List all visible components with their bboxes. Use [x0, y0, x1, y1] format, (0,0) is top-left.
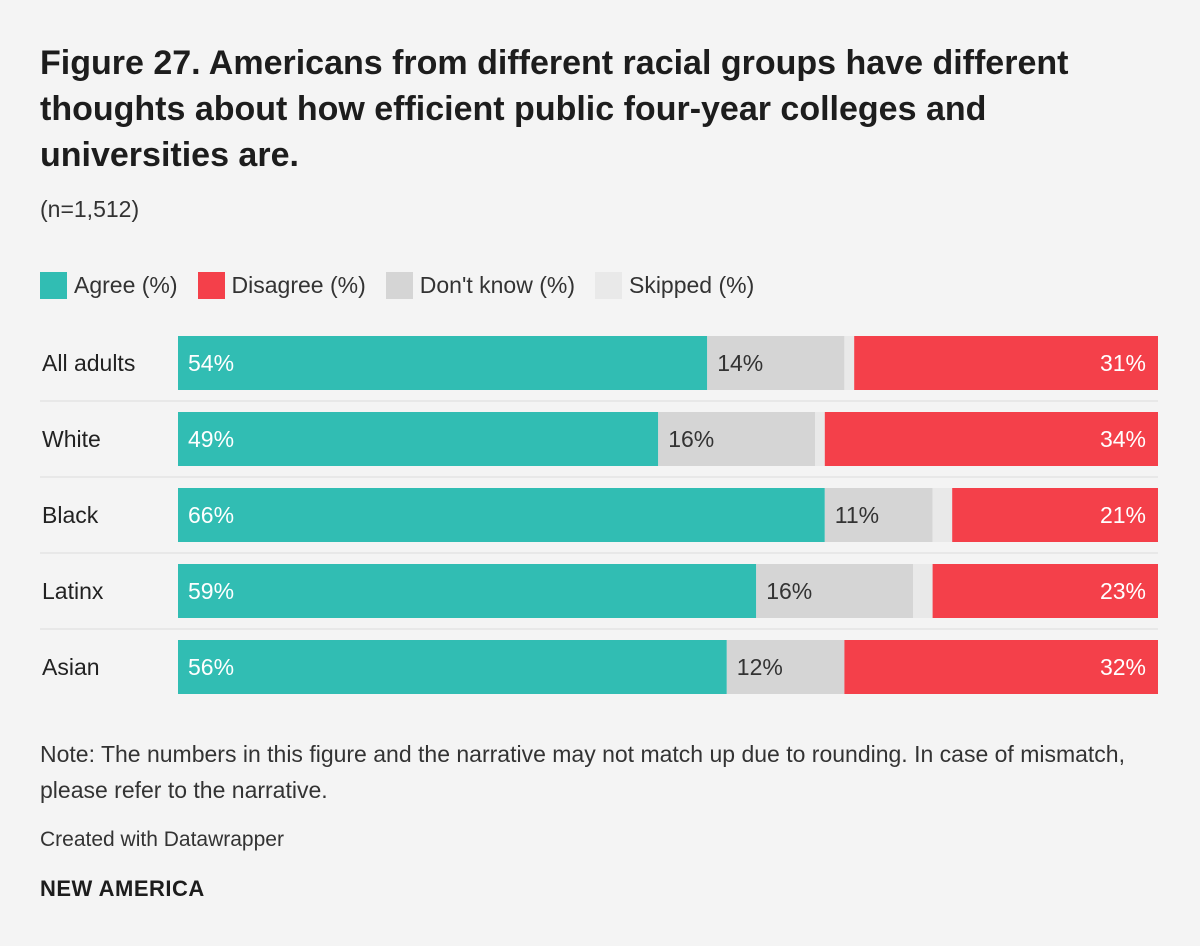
bar-don-t-know-all-adults	[707, 336, 845, 390]
legend-swatch-skipped	[594, 272, 622, 299]
legend-swatch-dont-know	[385, 272, 413, 299]
data-label-don-t-know-all-adults: 14%	[717, 350, 763, 376]
chart-subtitle: (n=1,512)	[40, 196, 140, 222]
bar-don-t-know-asian	[726, 640, 845, 694]
legend-swatch-agree	[40, 272, 67, 299]
legend-item-disagree: Disagree (%)	[197, 272, 366, 299]
chart-title: Figure 27. Americans from different raci…	[40, 44, 1069, 174]
data-label-disagree-all-adults: 31%	[1100, 350, 1146, 376]
legend-swatch-disagree	[197, 272, 225, 299]
data-label-agree-asian: 56%	[188, 654, 234, 680]
category-label-black: Black	[42, 502, 99, 528]
bar-agree-black	[178, 488, 825, 542]
category-label-white: White	[42, 426, 101, 452]
data-label-don-t-know-black: 11%	[835, 502, 879, 528]
data-label-disagree-asian: 32%	[1100, 654, 1146, 680]
legend-label-agree: Agree (%)	[74, 272, 178, 298]
data-label-don-t-know-asian: 12%	[737, 654, 783, 680]
stacked-bar-chart: All adults 54% 14% 31% White 49% 16% 34% Black 66…	[40, 336, 1158, 694]
bar-don-t-know-black	[824, 488, 933, 542]
legend-item-agree: Agree (%)	[40, 272, 178, 299]
category-label-asian: Asian	[42, 654, 100, 680]
data-label-agree-all-adults: 54%	[188, 350, 234, 376]
bar-agree-asian	[178, 640, 727, 694]
bar-skipped-latinx	[913, 564, 933, 618]
legend-item-dont-know: Don't know (%)	[385, 272, 575, 299]
legend-label-skipped: Skipped (%)	[628, 272, 755, 298]
bar-don-t-know-latinx	[756, 564, 913, 618]
data-label-disagree-black: 21%	[1100, 502, 1146, 528]
category-label-latinx: Latinx	[42, 578, 104, 604]
legend-label-dont-know: Don't know (%)	[419, 272, 575, 298]
category-label-all-adults: All adults	[42, 350, 135, 376]
data-label-disagree-latinx: 23%	[1100, 578, 1146, 604]
brand-logo-text: NEW AMERICA	[40, 876, 205, 901]
bar-disagree-white	[824, 412, 1158, 466]
data-label-disagree-white: 34%	[1100, 426, 1146, 452]
data-label-agree-white: 49%	[188, 426, 234, 452]
bar-disagree-asian	[844, 640, 1158, 694]
data-label-agree-black: 66%	[188, 502, 234, 528]
bar-don-t-know-white	[658, 412, 815, 466]
legend-item-skipped: Skipped (%)	[594, 272, 755, 299]
data-label-agree-latinx: 59%	[188, 578, 234, 604]
bar-agree-white	[178, 412, 659, 466]
bar-skipped-all-adults	[844, 336, 855, 390]
data-label-don-t-know-latinx: 16%	[766, 578, 812, 604]
legend: Agree (%) Disagree (%) Don't know (%) Sk…	[40, 272, 774, 299]
bar-skipped-white	[815, 412, 825, 466]
data-label-don-t-know-white: 16%	[668, 426, 714, 452]
bar-agree-all-adults	[178, 336, 708, 390]
legend-label-disagree: Disagree (%)	[231, 272, 366, 298]
credit-line: Created with Datawrapper	[40, 828, 284, 851]
chart-note: Note: The numbers in this figure and the…	[40, 741, 1125, 803]
bar-disagree-latinx	[932, 564, 1158, 618]
bar-disagree-black	[952, 488, 1158, 542]
bar-disagree-all-adults	[854, 336, 1158, 390]
bar-skipped-black	[932, 488, 953, 542]
bar-agree-latinx	[178, 564, 757, 618]
